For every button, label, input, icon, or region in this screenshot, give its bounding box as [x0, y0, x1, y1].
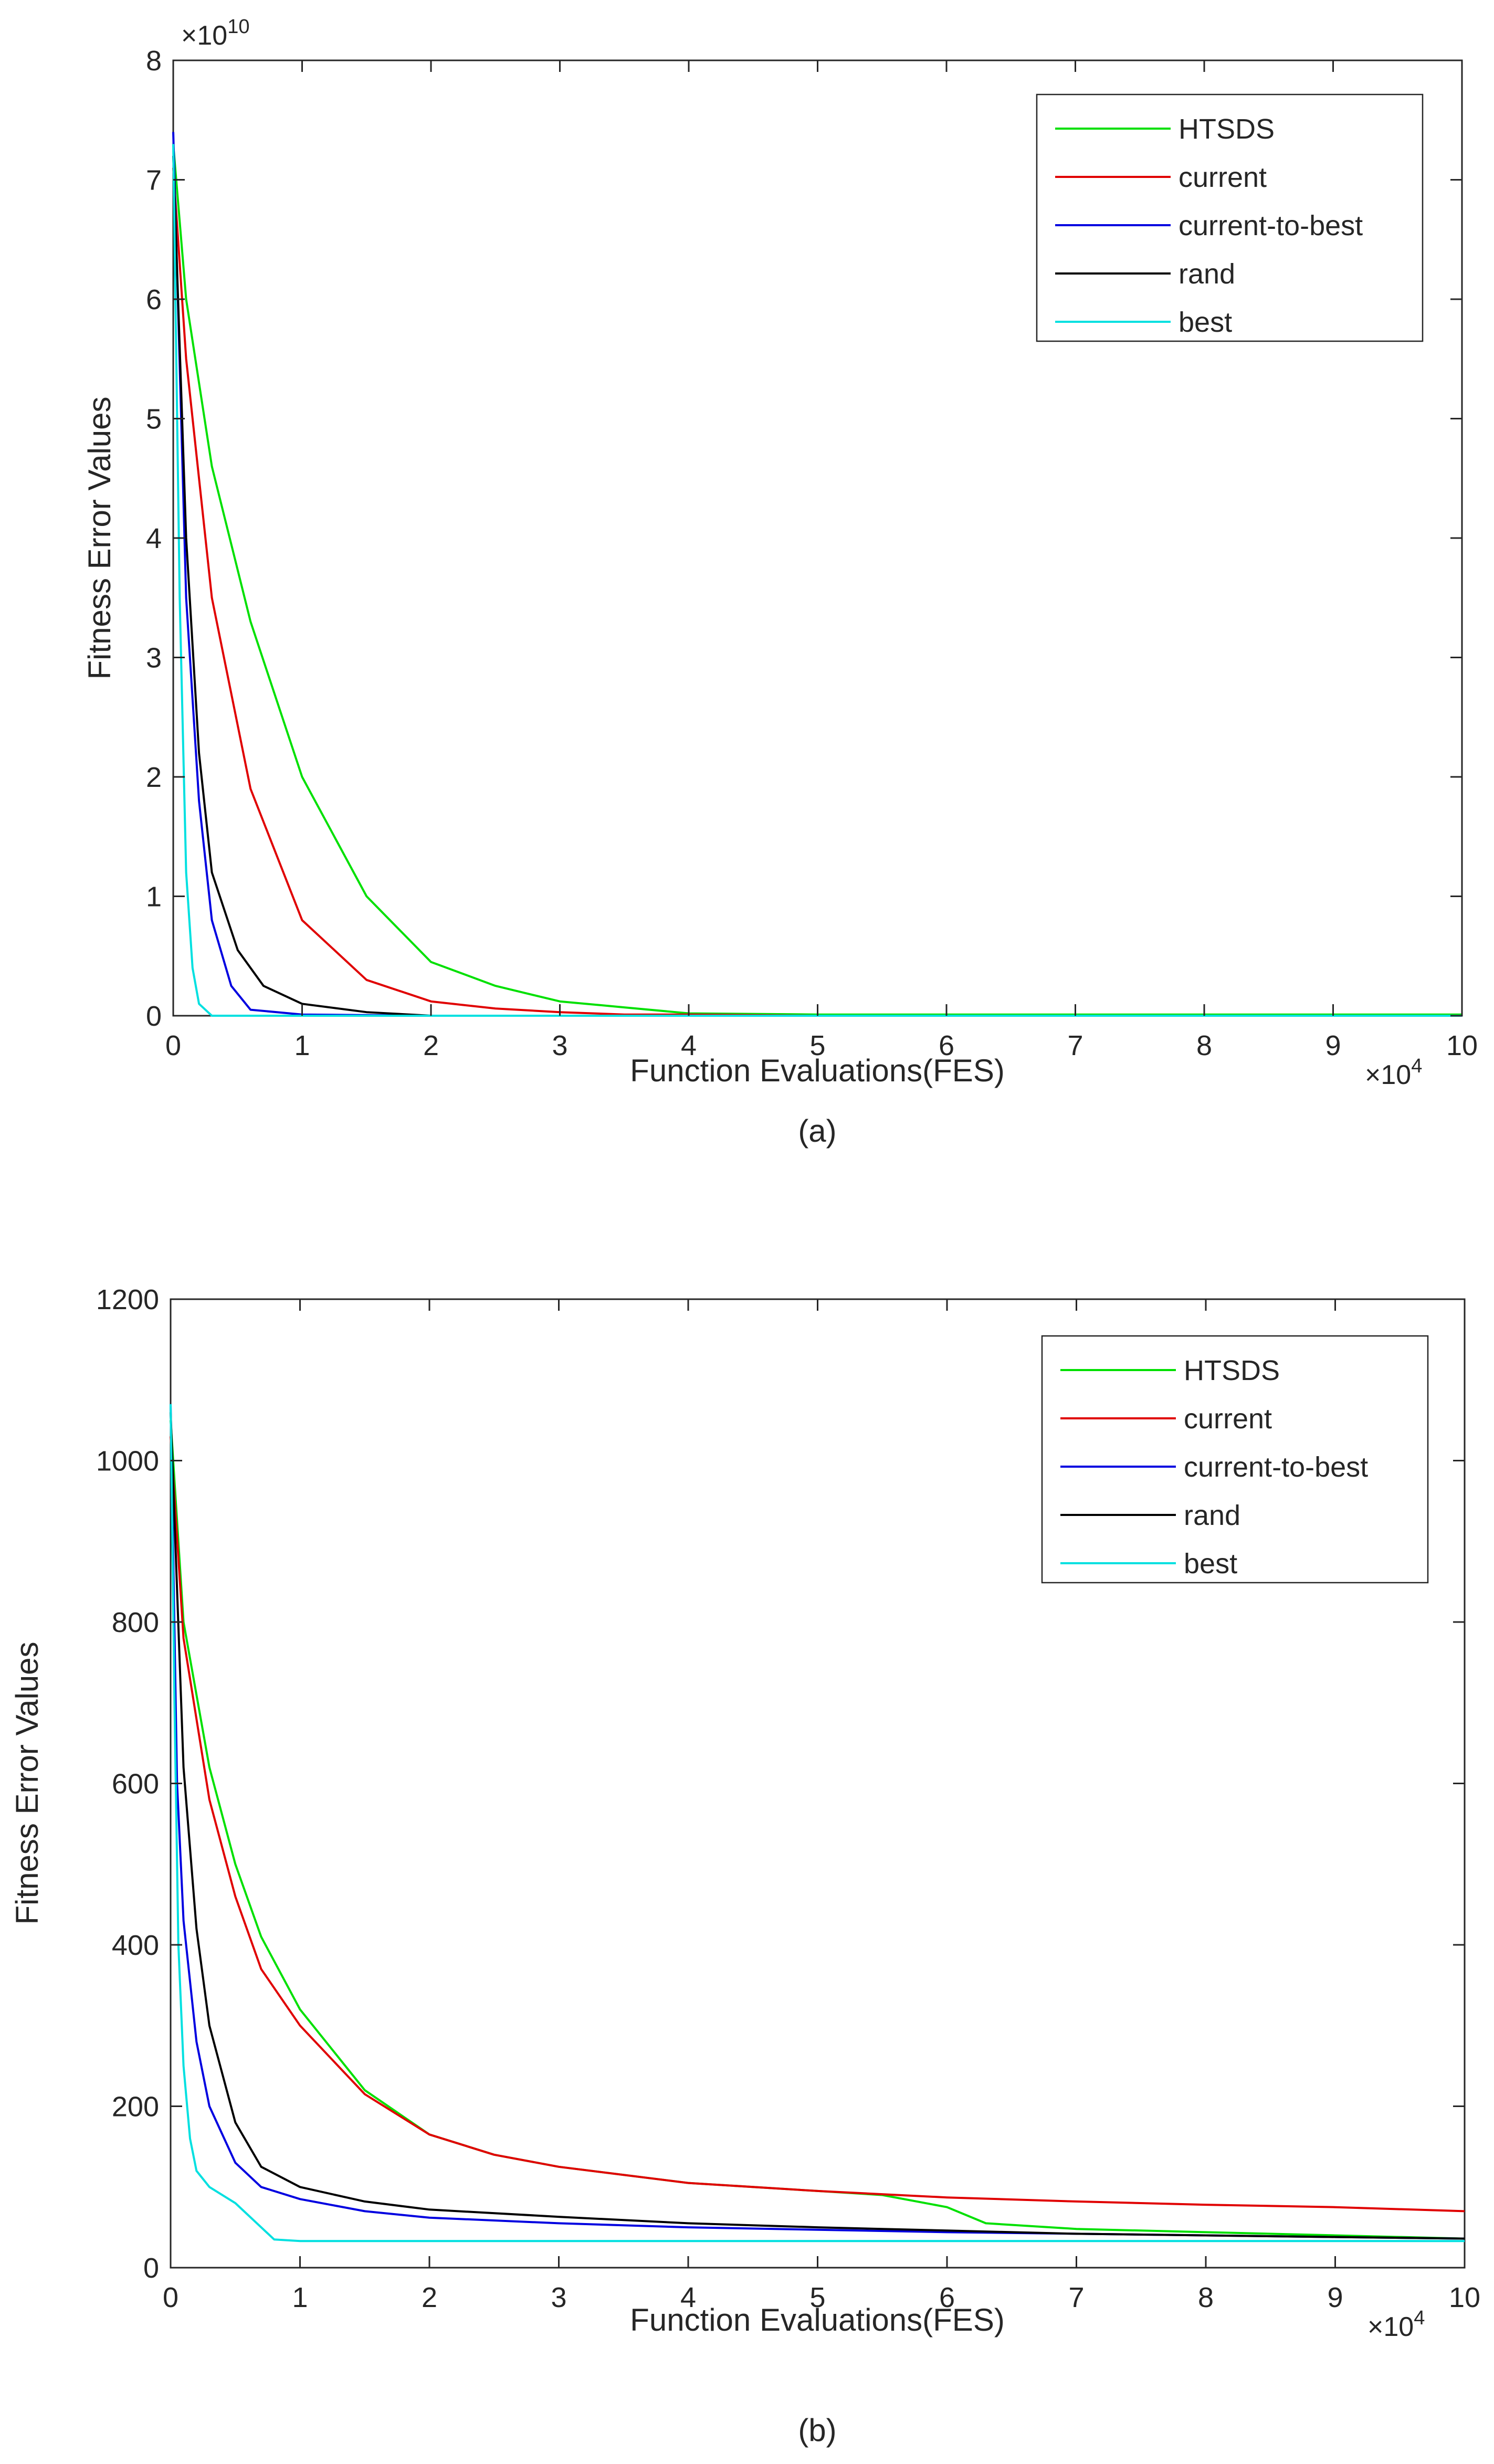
chart-a-legend: HTSDS current current-to-best rand best [1036, 93, 1424, 342]
chart-b-caption: (b) [798, 2413, 836, 2448]
chart-b-xtick-label: 9 [1327, 2282, 1343, 2313]
chart-a-xtick-label: 0 [165, 1030, 181, 1061]
chart-b-xtick-label: 10 [1449, 2282, 1480, 2313]
chart-a-x-axis-label: Function Evaluations(FES) [630, 1053, 1005, 1088]
chart-a-legend-label: current [1179, 162, 1267, 193]
chart-b-legend-label: current [1184, 1403, 1272, 1435]
chart-b-ytick-label: 0 [143, 2252, 159, 2284]
chart-a-caption: (a) [798, 1113, 836, 1149]
chart-b-legend-entries: HTSDS current current-to-best rand best [1060, 1355, 1368, 1580]
chart-b-xtick-label: 6 [939, 2282, 955, 2313]
chart-b-ytick-label: 1000 [96, 1446, 159, 1477]
chart-a-xtick-label: 9 [1325, 1030, 1341, 1061]
chart-a-xtick-label: 8 [1196, 1030, 1212, 1061]
chart-a-series-rand [172, 155, 1462, 1017]
chart-a: 0 1 2 3 4 5 6 7 8 9 10 0 1 2 3 4 5 6 7 8 ×1010 ×104 Functi… [82, 16, 1478, 1149]
chart-a-xtick-label: 7 [1067, 1030, 1083, 1061]
chart-a-ytick-label: 2 [146, 762, 162, 793]
chart-a-ytick-label: 5 [146, 404, 162, 435]
chart-b-ytick-label: 800 [112, 1607, 159, 1638]
chart-a-y-multiplier-exp: 10 [227, 16, 249, 38]
chart-b-xtick-label: 3 [551, 2282, 566, 2313]
chart-a-xtick-label: 6 [939, 1030, 954, 1061]
chart-a-xtick-label: 5 [809, 1030, 825, 1061]
chart-a-ytick-label: 3 [146, 643, 162, 674]
chart-b-series-rand [170, 1412, 1465, 2240]
chart-b-legend-label: best [1184, 1548, 1237, 1580]
chart-a-xtick-label: 3 [552, 1030, 567, 1061]
chart-a-ytick-label: 0 [146, 1001, 162, 1032]
chart-a-xticks: 0 1 2 3 4 5 6 7 8 9 10 [165, 60, 1478, 1061]
chart-b-xticks: 0 1 2 3 4 5 6 7 8 9 10 [163, 1299, 1480, 2313]
chart-a-legend-label: current-to-best [1179, 210, 1363, 241]
chart-b-legend-label: HTSDS [1184, 1355, 1280, 1386]
chart-b-legend-label: current-to-best [1184, 1451, 1368, 1483]
chart-a-legend-label: rand [1179, 258, 1235, 290]
chart-a-x-multiplier: ×104 [1365, 1055, 1422, 1090]
chart-a-xtick-label: 2 [423, 1030, 439, 1061]
chart-a-y-multiplier: ×1010 [181, 16, 250, 51]
chart-a-xtick-label: 1 [294, 1030, 310, 1061]
chart-a-xtick-label: 10 [1446, 1030, 1478, 1061]
chart-b-yticks: 0 200 400 600 800 1000 1200 [96, 1284, 1465, 2284]
chart-a-ytick-label: 1 [146, 881, 162, 913]
chart-a-ytick-label: 8 [146, 45, 162, 77]
chart-b-legend-label: rand [1184, 1500, 1240, 1531]
chart-b-y-axis-label: Fitness Error Values [9, 1641, 45, 1924]
chart-a-series-best [172, 144, 1462, 1017]
chart-b-xtick-label: 7 [1068, 2282, 1084, 2313]
chart-b-ytick-label: 400 [112, 1930, 159, 1961]
chart-a-legend-label: HTSDS [1179, 113, 1275, 145]
chart-b-xtick-label: 5 [809, 2282, 825, 2313]
chart-a-ytick-label: 6 [146, 284, 162, 315]
chart-a-legend-box [1036, 93, 1424, 342]
chart-b-ytick-label: 200 [112, 2091, 159, 2123]
chart-a-xtick-label: 4 [681, 1030, 697, 1061]
chart-a-y-axis-label: Fitness Error Values [82, 396, 117, 679]
chart-b-x-multiplier-exp: 4 [1414, 2307, 1425, 2329]
chart-b-xtick-label: 1 [292, 2282, 308, 2313]
chart-b-xtick-label: 8 [1198, 2282, 1214, 2313]
chart-b-legend: HTSDS current current-to-best rand best [1041, 1335, 1429, 1584]
chart-b-xtick-label: 2 [422, 2282, 437, 2313]
chart-b-series-group [170, 1404, 1465, 2242]
chart-b-ytick-label: 600 [112, 1768, 159, 1800]
chart-b-xtick-label: 0 [163, 2282, 178, 2313]
chart-b-xtick-label: 4 [680, 2282, 696, 2313]
chart-b-x-multiplier: ×104 [1367, 2307, 1425, 2342]
chart-b-ytick-label: 1200 [96, 1284, 159, 1315]
chart-a-x-multiplier-exp: 4 [1411, 1055, 1422, 1077]
chart-a-legend-entries: HTSDS current current-to-best rand best [1055, 113, 1363, 338]
chart-b-series-best [170, 1404, 1465, 2242]
chart-b-legend-box [1041, 1335, 1429, 1584]
chart-a-yticks: 0 1 2 3 4 5 6 7 8 [146, 45, 1462, 1032]
chart-a-ytick-label: 7 [146, 165, 162, 196]
chart-a-legend-label: best [1179, 307, 1232, 338]
chart-b-x-axis-label: Function Evaluations(FES) [630, 2302, 1005, 2337]
chart-a-ytick-label: 4 [146, 523, 162, 554]
chart-b-series-current [170, 1436, 1465, 2213]
